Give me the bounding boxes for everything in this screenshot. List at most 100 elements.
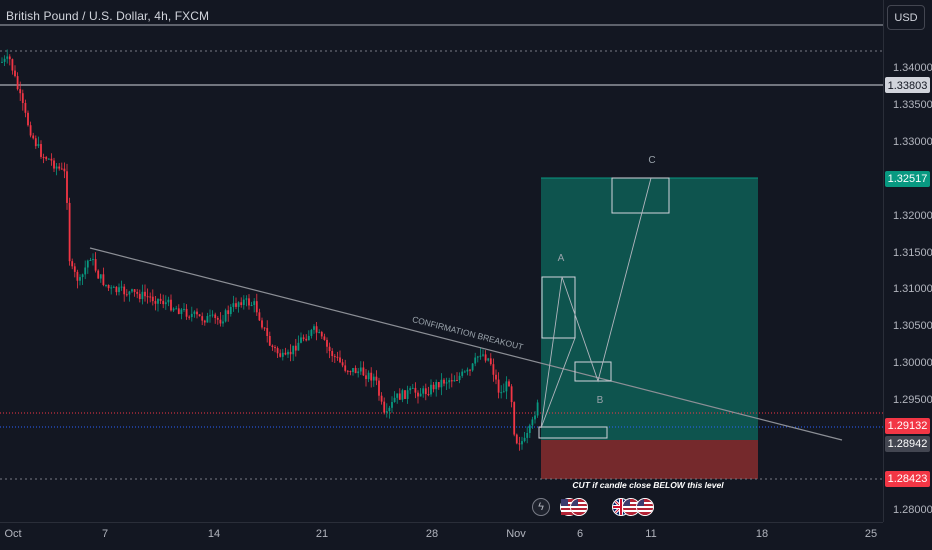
profit-zone[interactable] bbox=[541, 178, 758, 440]
symbol-title[interactable]: British Pound / U.S. Dollar, 4h, FXCM bbox=[6, 9, 210, 23]
candle-body bbox=[81, 274, 84, 278]
candlestick-series[interactable] bbox=[1, 49, 539, 451]
candle-body bbox=[344, 365, 347, 371]
candle-body bbox=[445, 382, 448, 384]
currency-button[interactable]: USD bbox=[887, 5, 925, 30]
candle-body bbox=[482, 354, 484, 356]
candle-body bbox=[274, 347, 276, 349]
candle-body bbox=[84, 267, 87, 275]
point-a-label: A bbox=[558, 253, 565, 264]
candle-body bbox=[27, 112, 29, 126]
candle-body bbox=[500, 392, 503, 394]
abc-wave-line[interactable] bbox=[540, 177, 652, 429]
pattern-box-c[interactable] bbox=[611, 177, 670, 214]
us-flag-icon[interactable] bbox=[570, 498, 588, 516]
price-label-current[interactable]: 1.28942 bbox=[885, 436, 930, 452]
candle-body bbox=[235, 303, 237, 307]
candle-body bbox=[120, 286, 123, 288]
time-axis[interactable] bbox=[0, 522, 883, 550]
candle-body bbox=[14, 70, 16, 77]
candle-body bbox=[170, 299, 172, 311]
time-tick: 21 bbox=[315, 528, 329, 540]
candle-body bbox=[313, 326, 315, 330]
candle-body bbox=[162, 300, 165, 305]
price-tick: 1.33000 bbox=[893, 136, 932, 148]
candle-body bbox=[21, 93, 24, 104]
candle-body bbox=[326, 339, 328, 347]
pattern-box-b[interactable] bbox=[574, 361, 612, 382]
candle-body bbox=[136, 291, 139, 294]
candle-body bbox=[279, 353, 282, 357]
candle-body bbox=[346, 370, 349, 372]
candle-body bbox=[380, 395, 383, 402]
candle-body bbox=[227, 310, 230, 315]
candle-body bbox=[385, 411, 388, 413]
candle-body bbox=[292, 345, 295, 355]
candle-body bbox=[151, 296, 154, 302]
candle-body bbox=[266, 328, 269, 337]
candle-body bbox=[536, 402, 539, 416]
candle-body bbox=[154, 301, 157, 304]
lightning-icon[interactable]: ϟ bbox=[532, 498, 550, 516]
candle-body bbox=[422, 388, 425, 394]
candle-body bbox=[362, 367, 365, 376]
candle-body bbox=[531, 419, 534, 426]
candle-body bbox=[513, 402, 516, 435]
candle-body bbox=[294, 345, 297, 351]
entry-box[interactable] bbox=[538, 426, 608, 439]
candle-body bbox=[414, 387, 417, 393]
candle-body bbox=[157, 298, 159, 304]
candle-body bbox=[404, 390, 406, 399]
candle-body bbox=[318, 332, 321, 334]
candle-body bbox=[253, 301, 256, 305]
candle-body bbox=[185, 308, 188, 317]
loss-zone[interactable] bbox=[541, 440, 758, 479]
candle-body bbox=[183, 308, 185, 310]
time-tick: 25 bbox=[864, 528, 878, 540]
candle-body bbox=[102, 274, 105, 286]
price-label-red-level[interactable]: 1.29132 bbox=[885, 418, 930, 434]
candle-body bbox=[276, 348, 279, 354]
candle-body bbox=[107, 284, 110, 289]
candle-body bbox=[177, 308, 180, 314]
candle-body bbox=[6, 56, 9, 59]
candle-body bbox=[261, 320, 263, 328]
candle-body bbox=[149, 296, 152, 298]
candle-body bbox=[370, 372, 373, 381]
candle-body bbox=[307, 335, 310, 341]
chart-canvas[interactable]: A B C CONFIRMATION BREAKOUT CUT if candl… bbox=[0, 0, 883, 522]
candle-body bbox=[255, 301, 258, 313]
descending-trendline[interactable] bbox=[89, 247, 843, 441]
candle-body bbox=[206, 315, 209, 323]
candle-body bbox=[8, 56, 11, 60]
candle-body bbox=[417, 392, 419, 397]
us-flag-icon[interactable] bbox=[636, 498, 654, 516]
candle-body bbox=[138, 293, 141, 300]
price-label-resistance[interactable]: 1.33803 bbox=[885, 77, 930, 93]
candle-body bbox=[11, 59, 14, 71]
candle-body bbox=[365, 375, 367, 380]
candle-body bbox=[268, 336, 271, 346]
candle-body bbox=[328, 346, 331, 352]
candle-body bbox=[214, 314, 217, 318]
us-flag-icon[interactable] bbox=[622, 498, 640, 516]
price-label-stop[interactable]: 1.28423 bbox=[885, 471, 930, 487]
confirmation-breakout-label: CONFIRMATION BREAKOUT bbox=[411, 314, 524, 352]
price-tick: 1.32000 bbox=[893, 210, 932, 222]
candle-body bbox=[1, 61, 3, 63]
us-flag-graphic bbox=[571, 499, 587, 515]
candle-body bbox=[60, 168, 63, 170]
candle-body bbox=[526, 432, 529, 438]
pattern-box-a[interactable] bbox=[541, 276, 576, 339]
candle-body bbox=[211, 314, 214, 316]
time-tick: 7 bbox=[101, 528, 109, 540]
candle-body bbox=[201, 316, 204, 321]
candle-body bbox=[110, 287, 113, 289]
price-label-target[interactable]: 1.32517 bbox=[885, 171, 930, 187]
candle-body bbox=[159, 298, 162, 301]
candle-body bbox=[29, 125, 32, 136]
candle-body bbox=[487, 358, 490, 361]
candle-body bbox=[190, 313, 193, 317]
cut-note-label: CUT if candle close BELOW this level bbox=[572, 480, 724, 490]
